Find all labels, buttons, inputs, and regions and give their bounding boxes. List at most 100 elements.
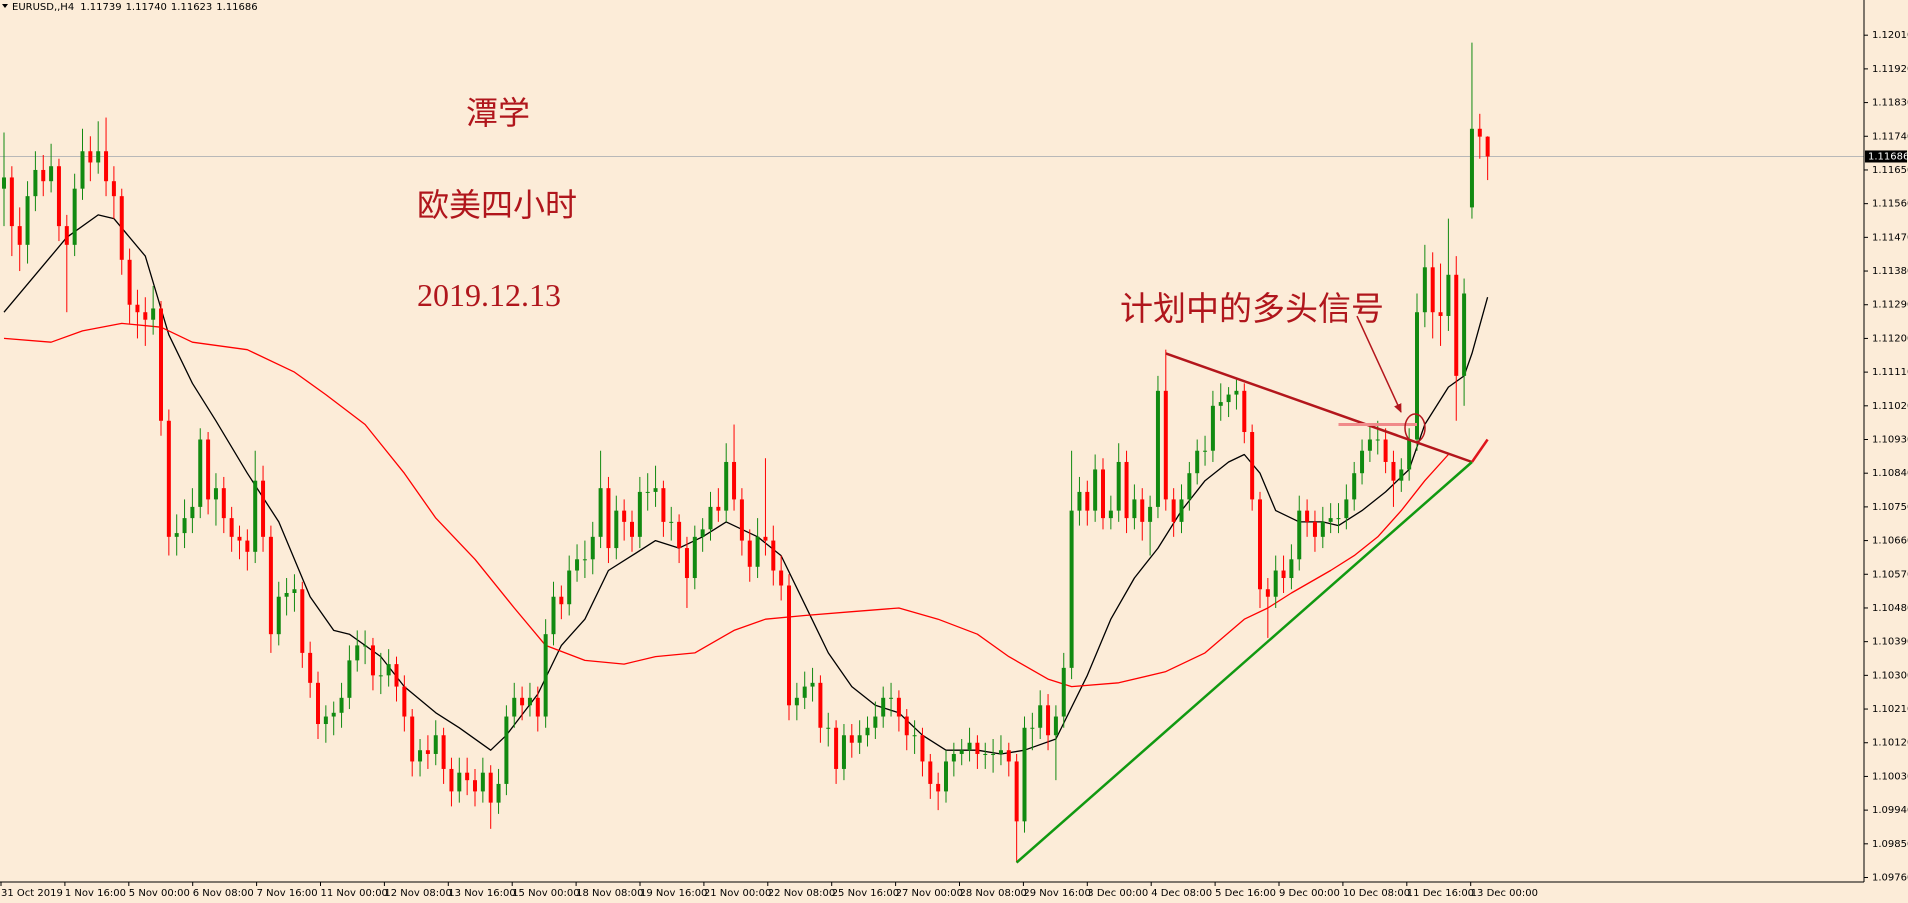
candle-body bbox=[959, 750, 964, 754]
candle-body bbox=[206, 439, 211, 500]
x-tick-label: 22 Nov 08:00 bbox=[768, 888, 835, 899]
candle-body bbox=[1061, 667, 1066, 717]
candle-body bbox=[1265, 589, 1270, 597]
candle-body bbox=[810, 682, 815, 687]
candle-body bbox=[363, 645, 368, 647]
candle-body bbox=[512, 697, 517, 717]
candle-body bbox=[1305, 510, 1310, 522]
candle-body bbox=[394, 664, 399, 687]
candle-body bbox=[1422, 267, 1427, 313]
candle-body bbox=[96, 151, 101, 163]
x-tick-label: 4 Dec 08:00 bbox=[1151, 888, 1212, 899]
candle-body bbox=[684, 548, 689, 579]
x-tick-label: 5 Dec 16:00 bbox=[1215, 888, 1276, 899]
x-tick-label: 5 Nov 00:00 bbox=[129, 888, 190, 899]
x-tick-label: 27 Nov 00:00 bbox=[896, 888, 963, 899]
candle-body bbox=[1101, 469, 1105, 519]
candle-body bbox=[896, 697, 901, 717]
candle-body bbox=[410, 716, 415, 762]
candle-body bbox=[1022, 727, 1027, 822]
candle-body bbox=[323, 716, 328, 725]
candle-body bbox=[1415, 312, 1419, 440]
x-tick-label: 7 Nov 16:00 bbox=[257, 888, 318, 899]
candle-body bbox=[41, 169, 46, 182]
x-tick-label: 19 Nov 16:00 bbox=[640, 888, 707, 899]
candle-body bbox=[1203, 450, 1208, 452]
candle-body bbox=[300, 589, 305, 653]
y-tick-label: 1.11470 bbox=[1872, 232, 1908, 243]
candle-body bbox=[692, 536, 697, 579]
candle-body bbox=[2, 177, 6, 189]
candle-body bbox=[88, 151, 93, 163]
candle-body bbox=[1155, 390, 1160, 507]
y-tick-label: 1.11110 bbox=[1872, 367, 1908, 378]
candle-body bbox=[1391, 461, 1396, 481]
candle-body bbox=[1163, 390, 1168, 500]
candle-body bbox=[912, 735, 917, 737]
candle-body bbox=[1242, 390, 1247, 433]
y-tick-label: 1.10030 bbox=[1872, 771, 1908, 782]
candle-body bbox=[1258, 499, 1262, 590]
candle-body bbox=[1462, 293, 1467, 376]
candle-body bbox=[1006, 750, 1011, 762]
candle-body bbox=[1195, 450, 1200, 474]
candle-body bbox=[1328, 518, 1333, 522]
candle-body bbox=[182, 518, 187, 534]
candle-body bbox=[590, 536, 595, 560]
y-tick-label: 1.11380 bbox=[1872, 266, 1908, 277]
candle-body bbox=[865, 727, 870, 736]
candle-body bbox=[606, 488, 611, 549]
candle-body bbox=[1446, 274, 1451, 316]
candle-body bbox=[229, 518, 234, 537]
candle-body bbox=[928, 761, 933, 784]
candle-body bbox=[449, 768, 454, 792]
candle-body bbox=[56, 166, 61, 227]
candle-body bbox=[72, 188, 77, 245]
candle-body bbox=[1367, 439, 1372, 451]
y-tick-label: 1.11650 bbox=[1872, 165, 1908, 176]
candle-body bbox=[889, 697, 894, 699]
candle-body bbox=[339, 697, 344, 713]
candle-body bbox=[1454, 274, 1459, 376]
candle-body bbox=[551, 596, 556, 635]
candle-body bbox=[425, 750, 430, 754]
candle-body bbox=[983, 753, 988, 755]
candle-body bbox=[598, 488, 603, 537]
candle-body bbox=[653, 488, 658, 492]
x-tick-label: 25 Nov 16:00 bbox=[832, 888, 899, 899]
candle-body bbox=[1038, 705, 1043, 728]
annotation: 欧美四小时 bbox=[417, 187, 577, 223]
quote: 1.11686 bbox=[216, 2, 257, 13]
candle-body bbox=[221, 488, 226, 519]
x-tick-label: 28 Nov 08:00 bbox=[960, 888, 1027, 899]
signal-circle bbox=[1404, 413, 1426, 443]
y-tick-label: 1.11020 bbox=[1872, 401, 1908, 412]
candle-body bbox=[1352, 473, 1357, 500]
candle-body bbox=[614, 510, 619, 549]
candle-body bbox=[119, 196, 124, 260]
candle-body bbox=[1108, 510, 1113, 519]
y-tick-label: 1.11740 bbox=[1872, 131, 1908, 142]
annotation: 2019.12.13 bbox=[417, 277, 561, 313]
candle-body bbox=[637, 491, 642, 537]
plot-area bbox=[0, 42, 1864, 864]
x-tick-label: 15 Nov 00:00 bbox=[512, 888, 579, 899]
y-tick-label: 1.10480 bbox=[1872, 603, 1908, 614]
candle-body bbox=[535, 697, 540, 717]
quote: 1.11740 bbox=[126, 2, 167, 13]
candle-body bbox=[418, 750, 423, 762]
x-tick-label: 11 Nov 00:00 bbox=[321, 888, 388, 899]
x-tick-label: 18 Nov 08:00 bbox=[576, 888, 643, 899]
candle-body bbox=[135, 304, 140, 313]
candle-body bbox=[920, 735, 925, 762]
arrow bbox=[1356, 315, 1402, 413]
y-tick-label: 1.11830 bbox=[1872, 98, 1908, 109]
candle-body bbox=[1360, 450, 1365, 474]
candle-body bbox=[159, 308, 163, 421]
x-tick-label: 12 Nov 08:00 bbox=[384, 888, 451, 899]
x-tick-label: 21 Nov 00:00 bbox=[704, 888, 771, 899]
candle-body bbox=[904, 716, 909, 736]
candle-body bbox=[873, 716, 878, 728]
moving-average bbox=[3, 214, 1489, 755]
candle-body bbox=[559, 596, 564, 605]
